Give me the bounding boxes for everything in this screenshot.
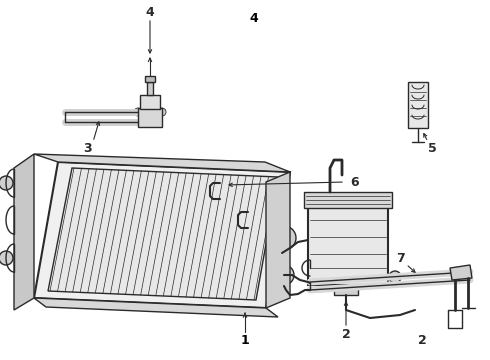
Text: 5: 5: [428, 141, 437, 154]
Text: 2: 2: [417, 333, 426, 346]
Polygon shape: [304, 192, 392, 208]
Circle shape: [0, 251, 13, 265]
Polygon shape: [408, 82, 428, 128]
Polygon shape: [48, 168, 278, 300]
Text: 4: 4: [146, 5, 154, 18]
Circle shape: [0, 176, 13, 190]
Polygon shape: [308, 205, 388, 285]
Polygon shape: [34, 298, 278, 317]
Polygon shape: [140, 95, 160, 109]
Circle shape: [272, 226, 296, 250]
Text: 6: 6: [351, 176, 359, 189]
Text: 1: 1: [241, 333, 249, 346]
Text: 3: 3: [83, 141, 91, 154]
Circle shape: [158, 108, 166, 116]
Circle shape: [134, 108, 142, 116]
Text: 7: 7: [395, 252, 404, 265]
Polygon shape: [34, 154, 290, 172]
Text: 4: 4: [249, 12, 258, 24]
Polygon shape: [138, 108, 162, 127]
Text: 2: 2: [342, 328, 350, 342]
Circle shape: [274, 265, 294, 285]
Polygon shape: [34, 162, 290, 308]
Polygon shape: [266, 172, 290, 308]
Polygon shape: [14, 154, 34, 310]
Polygon shape: [334, 285, 358, 295]
Polygon shape: [450, 265, 472, 280]
Circle shape: [389, 271, 401, 283]
Polygon shape: [147, 82, 153, 95]
Circle shape: [364, 273, 376, 285]
Polygon shape: [145, 76, 155, 82]
